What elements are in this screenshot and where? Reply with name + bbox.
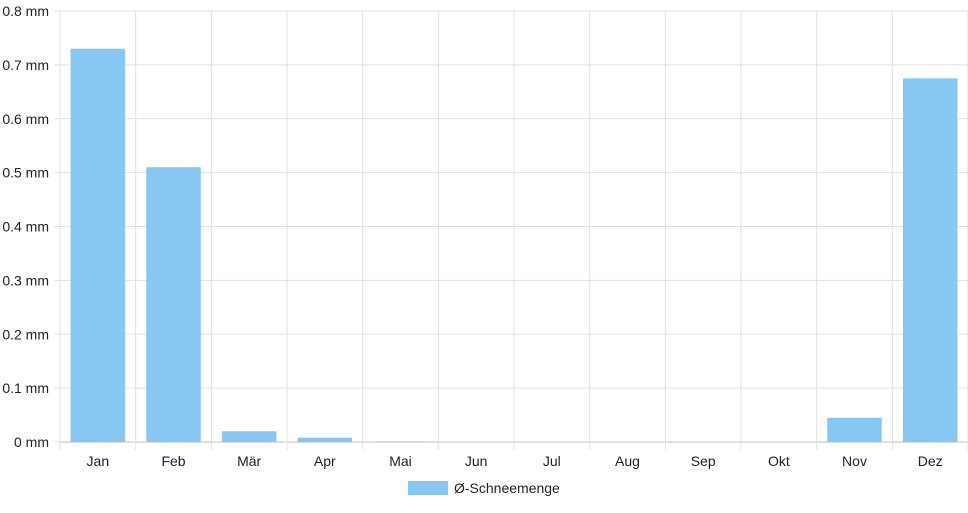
grid-lines <box>59 10 968 450</box>
x-tick-label: Feb <box>161 453 185 469</box>
y-tick-label: 0.2 mm <box>2 326 49 342</box>
bar-nov <box>827 417 882 442</box>
x-tick-label: Okt <box>768 453 790 469</box>
x-tick-label: Dez <box>918 453 943 469</box>
y-tick-label: 0.6 mm <box>2 111 49 127</box>
x-tick-label: Mai <box>389 453 412 469</box>
x-tick-label: Jul <box>543 453 561 469</box>
x-tick-label: Sep <box>691 453 716 469</box>
x-tick-label: Aug <box>615 453 640 469</box>
x-tick-label: Jan <box>87 453 110 469</box>
y-tick-label: 0.1 mm <box>2 380 49 396</box>
x-tick-label: Apr <box>314 453 336 469</box>
legend: Ø-Schneemenge <box>408 480 560 496</box>
bar-mai <box>373 441 428 442</box>
axes: 0 mm 0.1 mm 0.2 mm 0.3 mm 0.4 mm 0.5 mm 0.6 mm… <box>2 3 942 469</box>
bar-feb <box>146 167 201 443</box>
bars <box>70 48 958 443</box>
y-tick-label: 0.3 mm <box>2 272 49 288</box>
y-tick-label: 0.4 mm <box>2 219 49 235</box>
y-tick-label: 0 mm <box>14 434 49 450</box>
y-tick-label: 0.5 mm <box>2 165 49 181</box>
legend-swatch <box>408 481 448 495</box>
bar-dez <box>902 78 958 442</box>
x-tick-label: Mär <box>237 453 261 469</box>
x-tick-label: Nov <box>842 453 867 469</box>
bar-jan <box>70 48 126 443</box>
y-tick-label: 0.7 mm <box>2 57 49 73</box>
bar-mär <box>221 431 277 442</box>
y-tick-label: 0.8 mm <box>2 3 49 19</box>
bar-apr <box>297 437 353 442</box>
x-tick-label: Jun <box>465 453 488 469</box>
legend-label: Ø-Schneemenge <box>454 480 560 496</box>
